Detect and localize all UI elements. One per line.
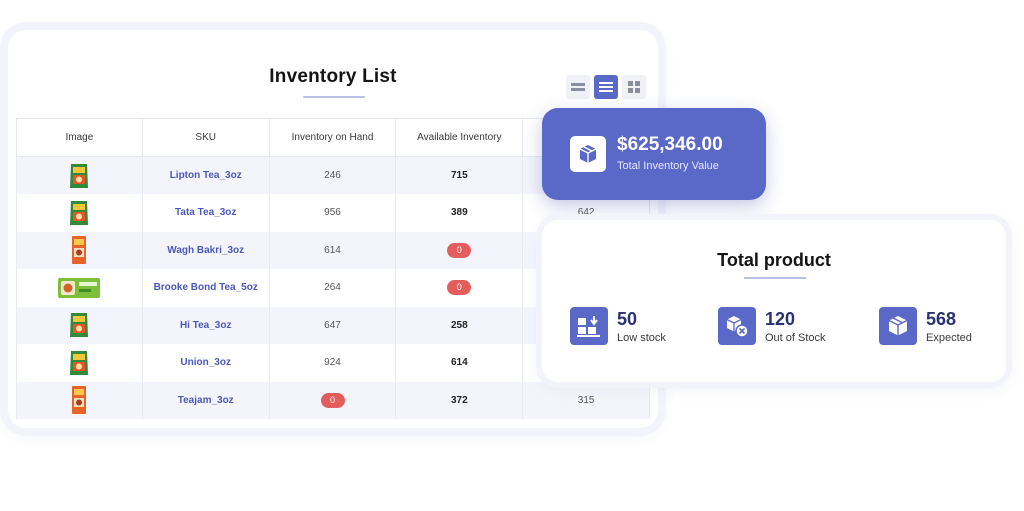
- available-value: 715: [450, 170, 468, 181]
- on-hand-value: 246: [324, 170, 341, 181]
- available-value: 258: [450, 319, 468, 331]
- cell-image: [16, 381, 143, 419]
- cell-image: [16, 269, 143, 307]
- cell-on-hand: 956: [268, 194, 397, 232]
- list-view-button[interactable]: [594, 75, 618, 99]
- value-icon-box: [570, 136, 606, 172]
- tea-pack-icon: [70, 163, 89, 188]
- total-product-title: Total product: [717, 250, 831, 270]
- low-stock-icon: [570, 307, 608, 345]
- compact-view-button[interactable]: [566, 75, 590, 99]
- inventory-list-card: Inventory List Image SKU Inventory on Ha…: [8, 30, 658, 428]
- available-value: 614: [450, 357, 468, 369]
- cell-on-hand: 647: [268, 306, 397, 344]
- cell-available: 0: [395, 269, 524, 307]
- column-header-on-hand[interactable]: Inventory on Hand: [268, 118, 397, 157]
- box-icon: [579, 145, 597, 163]
- table-row[interactable]: Teajam_3oz 0 372 315: [16, 381, 650, 419]
- sku-link[interactable]: Wagh Bakri_3oz: [167, 244, 245, 256]
- column-header-sku[interactable]: SKU: [141, 118, 270, 157]
- stat-expected: 568 Expected: [879, 307, 972, 345]
- low-stock-count: 50: [617, 308, 638, 329]
- cell-image: [16, 156, 143, 194]
- cell-sku: Lipton Tea_3oz: [141, 156, 270, 194]
- out-of-stock-count: 120: [765, 308, 796, 329]
- stat-low-stock: 50 Low stock: [570, 307, 666, 345]
- cell-extra: 315: [522, 381, 650, 419]
- cell-image: [16, 344, 143, 382]
- cell-image: [16, 231, 143, 269]
- cell-available: 0: [395, 231, 524, 269]
- available-value: 372: [450, 394, 468, 406]
- inventory-table: Image SKU Inventory on Hand Available In…: [16, 118, 650, 419]
- title-underline: [744, 277, 806, 279]
- stat-out-of-stock: 120 Out of Stock: [718, 307, 826, 345]
- tea-box-icon: [72, 236, 87, 265]
- cell-sku: Wagh Bakri_3oz: [141, 231, 270, 269]
- tea-pack-icon: [70, 200, 89, 225]
- expected-count: 568: [926, 308, 957, 329]
- on-hand-value: 647: [324, 319, 341, 331]
- cell-available: 614: [395, 344, 524, 382]
- sku-link[interactable]: Brooke Bond Tea_5oz: [153, 282, 258, 294]
- sku-link[interactable]: Tata Tea_3oz: [175, 207, 237, 219]
- grid-view-button[interactable]: [622, 75, 646, 99]
- zero-stock-badge: 0: [447, 280, 472, 296]
- total-inventory-value-amount: $625,346.00: [617, 134, 723, 155]
- grid-icon: [628, 81, 640, 93]
- tea-carton-icon: [58, 277, 101, 298]
- cell-sku: Tata Tea_3oz: [141, 194, 270, 232]
- cell-available: 715: [395, 156, 524, 194]
- extra-value: 315: [577, 394, 595, 406]
- cell-sku: Hi Tea_3oz: [141, 306, 270, 344]
- list-icon: [599, 82, 613, 92]
- on-hand-value: 264: [324, 282, 341, 294]
- cell-sku: Union_3oz: [141, 344, 270, 382]
- sku-link[interactable]: Lipton Tea_3oz: [169, 170, 242, 181]
- compact-list-icon: [571, 83, 585, 91]
- total-inventory-value-label: Total Inventory Value: [617, 160, 719, 172]
- expected-box-icon: [879, 307, 917, 345]
- cell-on-hand: 264: [268, 269, 397, 307]
- zero-stock-badge: 0: [447, 242, 472, 258]
- cell-on-hand: 614: [268, 231, 397, 269]
- sku-link[interactable]: Union_3oz: [180, 357, 231, 369]
- cell-available: 389: [395, 194, 524, 232]
- tea-pack-icon: [70, 350, 89, 375]
- zero-stock-badge: 0: [320, 392, 345, 408]
- extra-value: 642: [577, 207, 595, 219]
- cell-on-hand: 0: [268, 381, 397, 419]
- total-inventory-value-card: $625,346.00 Total Inventory Value: [542, 108, 766, 200]
- cell-image: [16, 306, 143, 344]
- total-product-card: Total product 50 Low stock: [542, 220, 1006, 382]
- cell-sku: Brooke Bond Tea_5oz: [141, 269, 270, 307]
- cell-image: [16, 194, 143, 232]
- cell-on-hand: 246: [268, 156, 397, 194]
- available-value: 389: [450, 207, 468, 219]
- out-of-stock-label: Out of Stock: [765, 331, 826, 344]
- cell-sku: Teajam_3oz: [141, 381, 270, 419]
- title-underline: [303, 96, 365, 98]
- low-stock-label: Low stock: [617, 331, 666, 344]
- on-hand-value: 924: [324, 357, 341, 369]
- tea-box-icon: [72, 386, 87, 415]
- view-toggle: [566, 75, 646, 99]
- cell-available: 258: [395, 306, 524, 344]
- out-of-stock-icon: [718, 307, 756, 345]
- expected-label: Expected: [926, 331, 972, 344]
- inventory-list-title: Inventory List: [269, 66, 397, 87]
- sku-link[interactable]: Hi Tea_3oz: [179, 319, 232, 331]
- cell-on-hand: 924: [268, 344, 397, 382]
- sku-link[interactable]: Teajam_3oz: [177, 394, 234, 406]
- on-hand-value: 956: [324, 207, 341, 219]
- cell-available: 372: [395, 381, 524, 419]
- tea-pack-icon: [70, 313, 89, 338]
- on-hand-value: 614: [324, 244, 341, 256]
- column-header-available[interactable]: Available Inventory: [395, 118, 524, 157]
- column-header-image[interactable]: Image: [16, 118, 143, 157]
